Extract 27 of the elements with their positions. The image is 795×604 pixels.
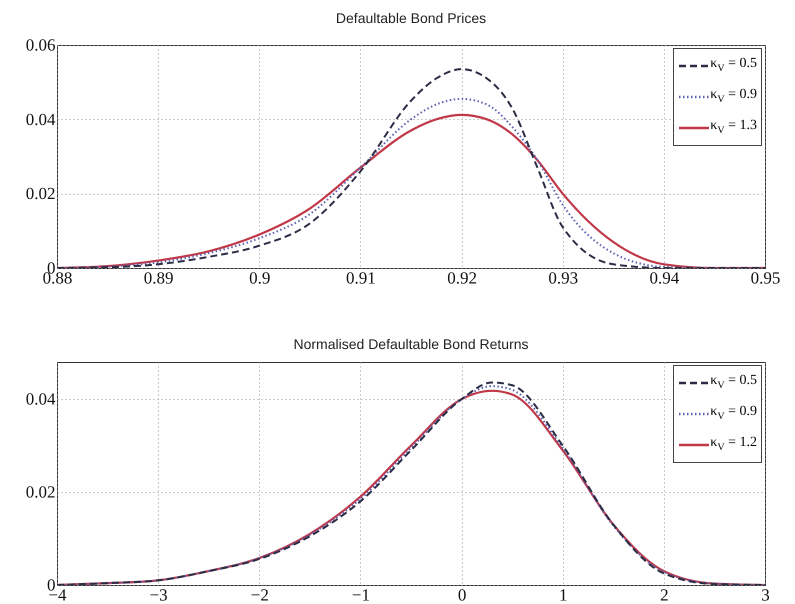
y-tick-label: 0.04 — [26, 110, 56, 129]
y-tick-label: 0.06 — [26, 36, 56, 54]
y-tick-label: 0.02 — [26, 184, 56, 204]
y-tick-label: 0.02 — [26, 482, 56, 502]
x-tick-label: 0.93 — [548, 268, 578, 288]
x-tick-label: 2 — [660, 586, 669, 604]
x-tick-label: 0 — [458, 586, 466, 604]
legend-label: κ$_{V}$ = 1.3 — [710, 116, 757, 138]
x-tick-label: 0.92 — [447, 268, 477, 288]
legend-label: κ$_{V}$ = 1.2 — [710, 434, 757, 454]
x-tick-label: 1 — [558, 586, 568, 604]
x-tick-label: 3 — [761, 586, 770, 604]
chart-title: Normalised Defaultable Bond Returns — [293, 336, 529, 352]
y-tick-label: 0.04 — [26, 390, 56, 409]
x-tick-label: −3 — [150, 586, 168, 604]
x-tick-label: 0.94 — [649, 268, 680, 288]
x-tick-label: 0.95 — [750, 268, 780, 288]
legend-label: κ$_{V}$ = 0.9 — [710, 402, 757, 424]
x-tick-label: −1 — [352, 586, 370, 604]
x-tick-label: 0.91 — [346, 268, 376, 288]
legend-label: κ$_{V}$ = 0.5 — [710, 372, 757, 393]
x-tick-label: 0.9 — [249, 268, 270, 288]
x-tick-label: −2 — [250, 586, 269, 604]
legend-label: κ$_{V}$ = 0.5 — [710, 55, 757, 76]
x-tick-label: 0.89 — [144, 268, 174, 288]
chart-title: Defaultable Bond Prices — [336, 10, 486, 26]
legend-label: κ$_{V}$ = 0.9 — [710, 86, 757, 107]
